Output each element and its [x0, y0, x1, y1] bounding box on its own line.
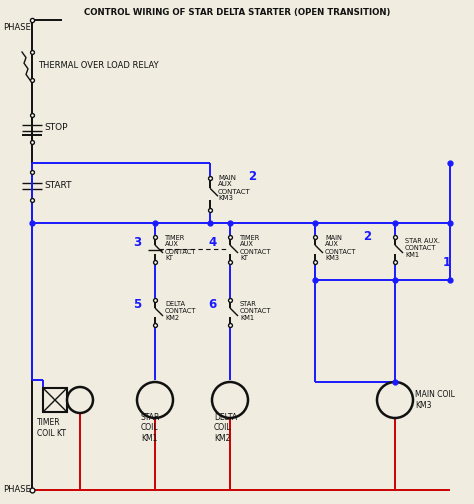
Text: DELTA
COIL
KM2: DELTA COIL KM2: [214, 413, 237, 443]
Text: TIMER
COIL KT: TIMER COIL KT: [37, 418, 66, 437]
Text: 2: 2: [248, 169, 256, 182]
Text: TIMER
AUX
CONTACT
KT: TIMER AUX CONTACT KT: [165, 234, 197, 262]
Text: 5: 5: [133, 298, 141, 311]
Text: PHASE: PHASE: [3, 24, 31, 32]
Text: THERMAL OVER LOAD RELAY: THERMAL OVER LOAD RELAY: [38, 61, 159, 71]
Text: STOP: STOP: [44, 123, 67, 133]
Bar: [43, 388, 67, 412]
Text: STAR
CONTACT
KM1: STAR CONTACT KM1: [240, 301, 272, 321]
Text: STAR AUX.
CONTACT
KM1: STAR AUX. CONTACT KM1: [405, 238, 440, 258]
Text: MAIN COIL
KM3: MAIN COIL KM3: [415, 390, 455, 410]
Text: STAR
COIL
KM1: STAR COIL KM1: [141, 413, 160, 443]
Text: TIMER
AUX
CONTACT
KT: TIMER AUX CONTACT KT: [240, 234, 272, 262]
Text: MAIN
AUX
CONTACT
KM3: MAIN AUX CONTACT KM3: [218, 174, 251, 202]
Text: 4: 4: [208, 235, 216, 248]
Text: 3: 3: [133, 235, 141, 248]
Text: DELTA
CONTACT
KM2: DELTA CONTACT KM2: [165, 301, 197, 321]
Text: 6: 6: [208, 298, 216, 311]
Text: MAIN
AUX
CONTACT
KM3: MAIN AUX CONTACT KM3: [325, 234, 356, 262]
Text: 2: 2: [363, 230, 371, 243]
Text: PHASE: PHASE: [3, 485, 31, 494]
Text: CONTROL WIRING OF STAR DELTA STARTER (OPEN TRANSITION): CONTROL WIRING OF STAR DELTA STARTER (OP…: [84, 8, 390, 17]
Text: START: START: [44, 181, 72, 191]
Text: 1: 1: [443, 256, 451, 269]
